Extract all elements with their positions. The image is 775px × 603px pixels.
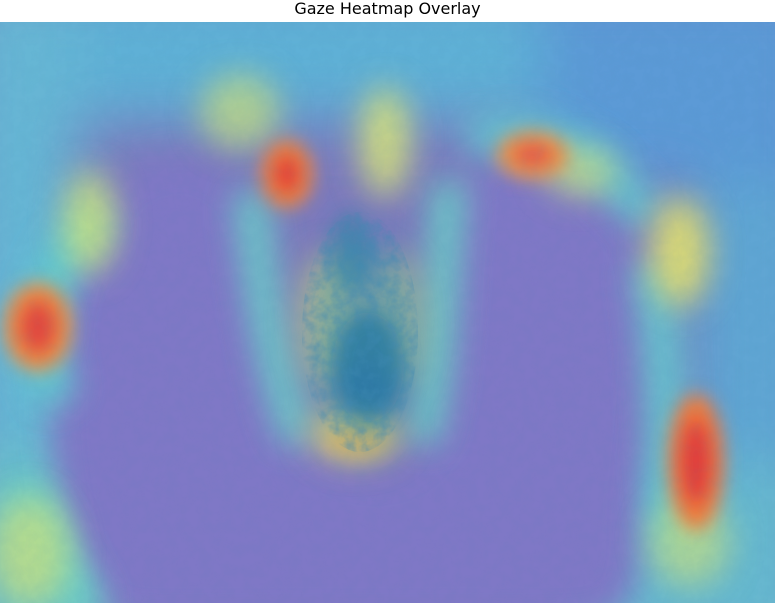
gaze-heatmap-image (0, 22, 775, 603)
figure-title: Gaze Heatmap Overlay (0, 0, 775, 22)
heatmap-svg (0, 22, 775, 603)
